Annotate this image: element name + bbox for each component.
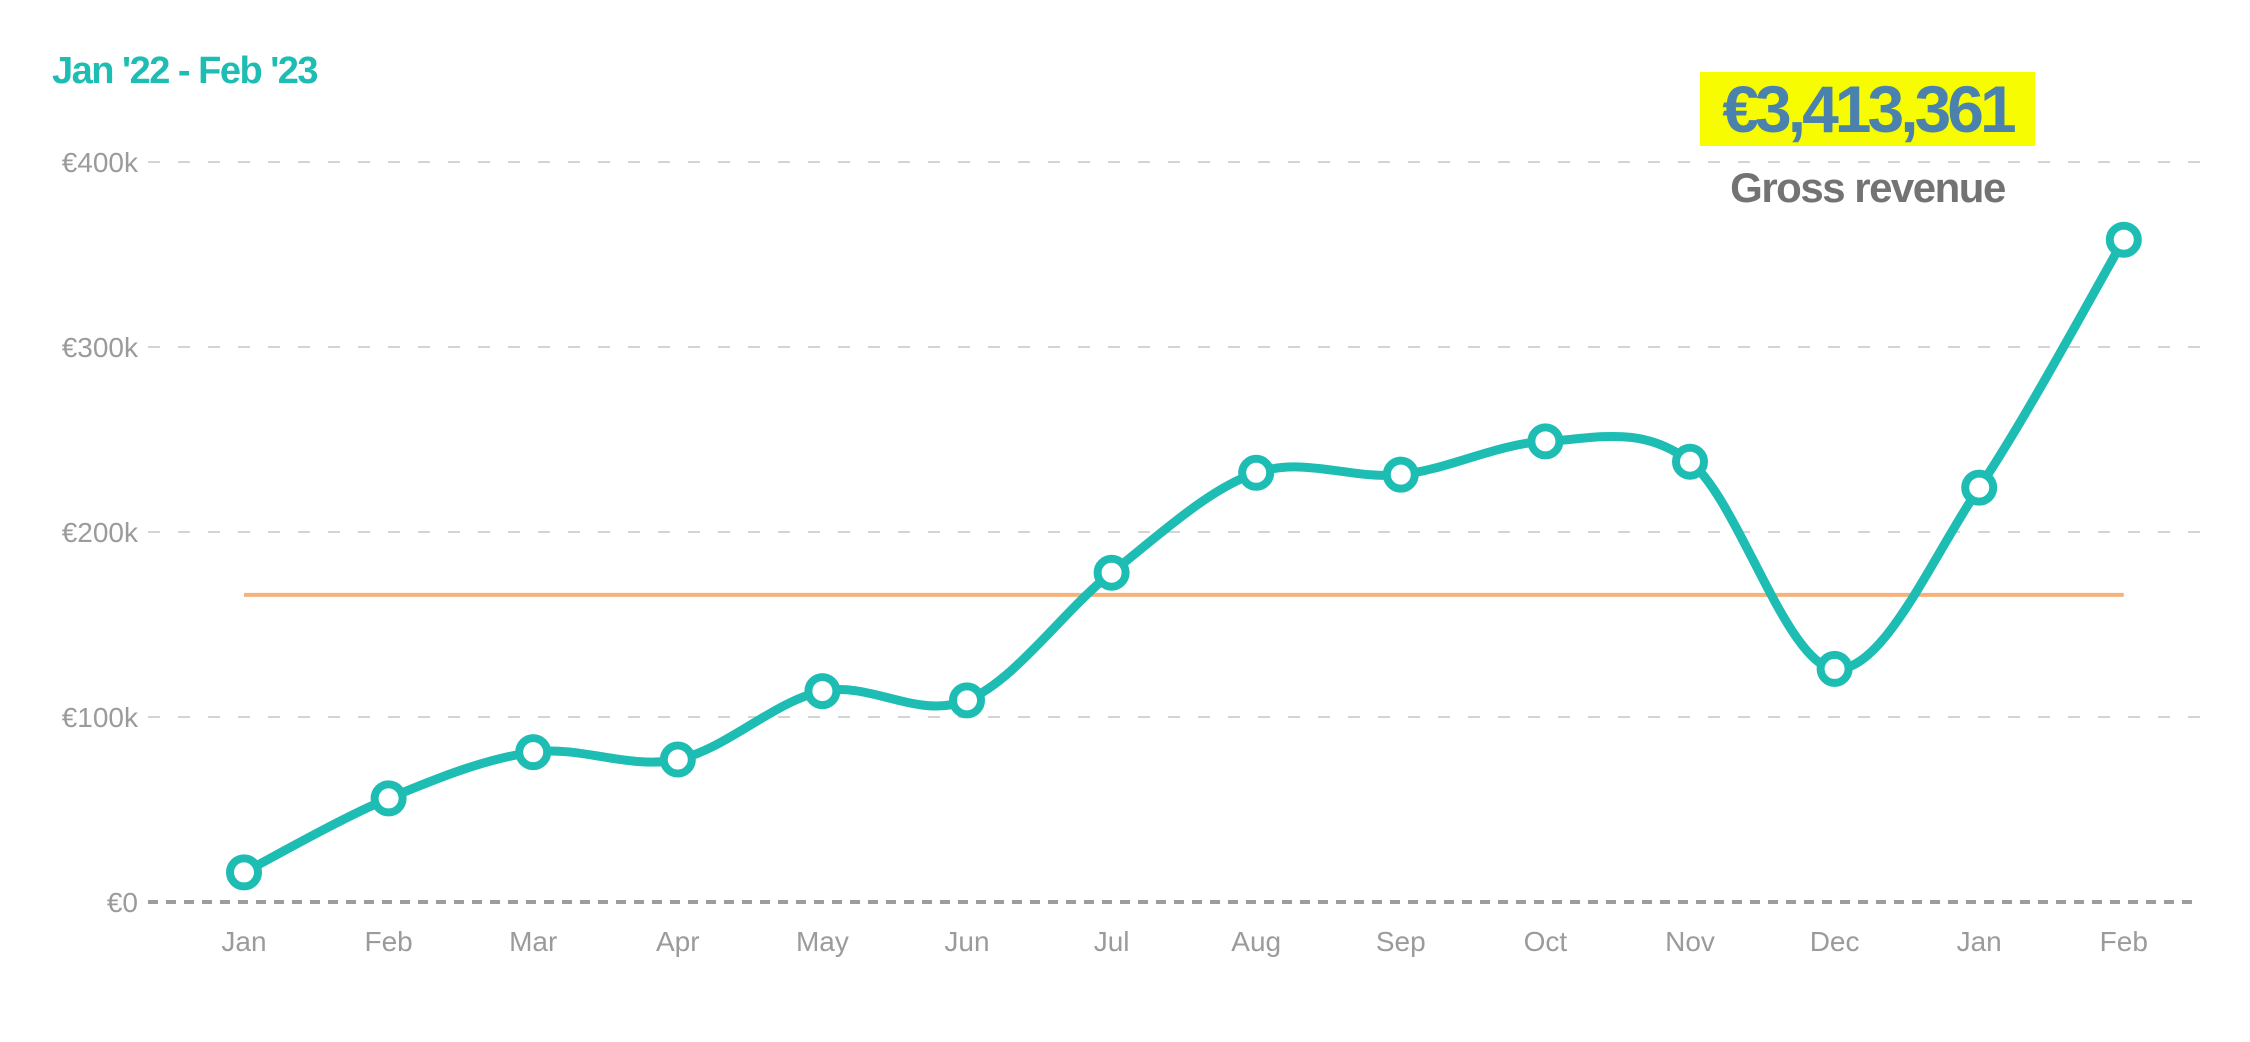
- data-point[interactable]: [659, 741, 696, 778]
- x-tick-label: Jan: [1957, 926, 2002, 957]
- gross-revenue-summary: €3,413,361 Gross revenue: [1700, 72, 2035, 212]
- x-tick-label: Feb: [2100, 926, 2148, 957]
- data-point[interactable]: [1093, 554, 1130, 591]
- data-point[interactable]: [1672, 443, 1708, 480]
- revenue-line: [239, 235, 2129, 877]
- data-point[interactable]: [1816, 650, 1853, 687]
- x-tick-label: Jan: [221, 926, 266, 957]
- data-point[interactable]: [1382, 456, 1419, 493]
- x-tick-label: Oct: [1524, 926, 1568, 957]
- x-tick-label: May: [796, 926, 849, 957]
- data-point[interactable]: [1238, 454, 1275, 491]
- x-axis-ticks: Jan Feb Mar Apr May Jun Jul Aug Sep Oct Nov Dec Jan F…: [221, 926, 2148, 957]
- data-point[interactable]: [226, 854, 262, 891]
- x-tick-label: Jun: [944, 926, 989, 957]
- gross-revenue-total: €3,413,361: [1700, 72, 2035, 146]
- data-point[interactable]: [515, 734, 552, 771]
- x-tick-label: Jul: [1094, 926, 1130, 957]
- y-tick-label: €200k: [62, 517, 139, 548]
- x-tick-label: Feb: [364, 926, 412, 957]
- data-point[interactable]: [2105, 221, 2142, 258]
- y-tick-label: €0: [107, 887, 138, 918]
- y-tick-label: €300k: [62, 332, 139, 363]
- data-point[interactable]: [370, 780, 407, 817]
- x-tick-label: Dec: [1810, 926, 1860, 957]
- x-tick-label: Apr: [656, 926, 700, 957]
- revenue-points: [226, 221, 2142, 891]
- x-tick-label: Mar: [509, 926, 557, 957]
- data-point[interactable]: [949, 682, 985, 719]
- x-tick-label: Nov: [1665, 926, 1715, 957]
- x-tick-label: Aug: [1231, 926, 1281, 957]
- date-range-title: Jan '22 - Feb '23: [52, 50, 319, 92]
- y-tick-label: €400k: [62, 147, 139, 178]
- grid-lines: [148, 161, 2200, 904]
- y-axis-ticks: €0 €100k €200k €300k €400k: [62, 147, 139, 918]
- data-point[interactable]: [1961, 469, 1998, 506]
- x-tick-label: Sep: [1376, 926, 1426, 957]
- gross-revenue-label: Gross revenue: [1730, 164, 2006, 211]
- data-point[interactable]: [804, 673, 841, 710]
- y-tick-label: €100k: [62, 702, 139, 733]
- data-point[interactable]: [1527, 423, 1564, 460]
- revenue-series: [239, 235, 2129, 877]
